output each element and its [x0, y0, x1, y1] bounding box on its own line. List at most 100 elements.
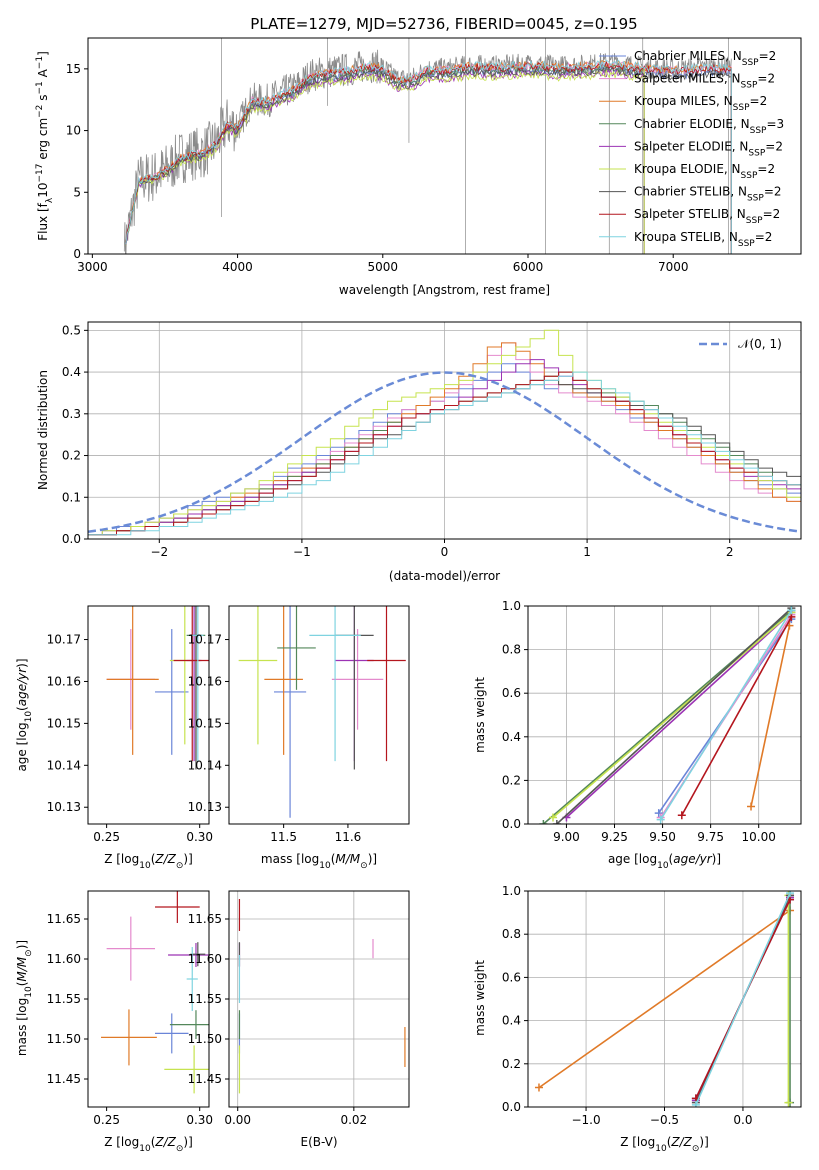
label-part: ]	[36, 51, 50, 56]
legend-entry: Kroupa ELODIE, NSSP=2	[634, 162, 775, 181]
weight-marker	[534, 1083, 543, 1092]
x-tick-label: −0.5	[650, 1113, 679, 1127]
label-part: Chabrier MILES, N	[634, 49, 742, 63]
label-part: ⊙	[692, 1144, 700, 1154]
label-part: =2	[755, 230, 773, 244]
label-part: =2	[763, 207, 781, 221]
label-part: mass [log	[15, 998, 29, 1056]
label-part: 10	[139, 1144, 151, 1154]
errorbar-point	[101, 1009, 157, 1066]
y-axis-label: age [log10(age/yr)]	[15, 658, 34, 771]
errorbar-point	[168, 943, 209, 967]
y-tick-label: 10	[66, 124, 81, 138]
errorbar-point	[331, 629, 384, 730]
histogram-series	[88, 371, 801, 539]
plot-area	[123, 38, 732, 254]
y-tick-label: 0.4	[62, 365, 81, 379]
legend-entry: Chabrier ELODIE, NSSP=3	[634, 117, 784, 136]
histogram-series	[88, 329, 801, 539]
legend-entry: Kroupa MILES, NSSP=2	[634, 94, 767, 113]
legend-entry: Kroupa STELIB, NSSP=2	[634, 230, 772, 249]
y-tick-label: 10.17	[188, 633, 222, 647]
label-part: Flux [f	[36, 202, 50, 240]
legend-entry: Chabrier MILES, NSSP=2	[634, 49, 776, 68]
label-part: erg cm	[36, 118, 50, 164]
label-part: =3	[766, 117, 784, 131]
y-tick-label: 11.65	[188, 912, 222, 926]
y-axis-label: Normed distribution	[36, 370, 50, 490]
weight-marker	[691, 1100, 700, 1107]
weight-marker	[677, 811, 686, 820]
y-tick-label: 0.2	[502, 773, 521, 787]
y-axis-label: mass weight	[473, 960, 487, 1036]
y-axis-label: mass [log10(M/M⊙)]	[15, 940, 34, 1056]
y-tick-label: 1.0	[502, 599, 521, 613]
label-part: Salpeter MILES, N	[634, 72, 741, 86]
label-part: Z/Z	[670, 1135, 692, 1149]
x-axis-label: wavelength [Angstrom, rest frame]	[339, 283, 550, 297]
mass-vs-ebv-panel: 0.00 0.02 11.45 11.50 11.55 11.60 11.65 E(B-V)	[188, 890, 410, 1149]
label-part: =2	[757, 162, 775, 176]
y-tick-label: 10.13	[47, 800, 81, 814]
weight-marker	[539, 820, 548, 824]
label-part: M/M	[15, 956, 29, 981]
errorbar-point	[367, 606, 406, 762]
axes-frame	[87, 890, 210, 1108]
weight-line	[681, 616, 793, 816]
label-part: 10	[657, 861, 669, 871]
plot-area	[238, 606, 406, 818]
y-tick-label: 0.0	[502, 817, 521, 831]
y-tick-label: 11.45	[188, 1072, 222, 1086]
y-tick-label: 0	[73, 247, 81, 261]
x-tick-label: 9.50	[649, 830, 676, 844]
label-part: ⊙	[24, 949, 34, 957]
label-part: )]	[15, 658, 29, 667]
x-tick-label: 2	[726, 545, 734, 559]
label-part: 10	[139, 861, 151, 871]
label-part: =2	[757, 72, 775, 86]
label-part: Kroupa MILES, N	[634, 94, 733, 108]
label-part: )]	[183, 852, 192, 866]
legend-entry: Salpeter MILES, NSSP=2	[634, 72, 775, 91]
label-part: SSP	[747, 194, 764, 204]
weight-line	[660, 609, 793, 821]
errorbar-point	[274, 606, 307, 818]
label-part: )]	[712, 852, 721, 866]
y-tick-label: 5	[73, 185, 81, 199]
label-part: ⊙	[176, 1144, 184, 1154]
label-part: SSP	[741, 81, 758, 91]
y-tick-label: 0.0	[62, 532, 81, 546]
label-part: λ	[45, 197, 55, 203]
errorbar-point	[155, 891, 200, 923]
weight-marker	[784, 1098, 793, 1107]
x-axis-label: mass [log10(M/M⊙)]	[261, 852, 377, 871]
plot-area	[106, 606, 209, 770]
axes-frame	[527, 890, 802, 1108]
label-part: ⊙	[176, 861, 184, 871]
errorbar-point	[309, 606, 361, 762]
label-part: Z [log	[104, 1135, 139, 1149]
errorbar-point	[173, 606, 209, 762]
y-axis-label: Flux [fλ10−17 erg cm−2 s−1 A−1]	[35, 51, 55, 241]
x-tick-label: 0.00	[224, 1113, 251, 1127]
weight-line	[552, 611, 792, 819]
label-part: 10	[24, 711, 34, 723]
label-part: Salpeter ELODIE, N	[634, 139, 748, 153]
y-tick-label: 10.17	[47, 633, 81, 647]
label-part: ⊙	[360, 861, 368, 871]
y-tick-label: 15	[66, 62, 81, 76]
x-axis-label: Z [log10(Z/Z⊙)]	[620, 1135, 709, 1154]
y-tick-label: 11.50	[47, 1032, 81, 1046]
label-part: age/yr	[673, 852, 712, 866]
axes-frame	[87, 37, 802, 255]
y-tick-label: 0.2	[62, 449, 81, 463]
y-tick-label: 10.14	[47, 758, 81, 772]
y-tick-label: 11.45	[47, 1072, 81, 1086]
y-tick-label: 10.15	[188, 716, 222, 730]
errorbar-point	[186, 947, 198, 1011]
label-part: Z [log	[104, 852, 139, 866]
y-tick-label: 10.14	[188, 758, 222, 772]
axes-frame	[228, 890, 410, 1108]
